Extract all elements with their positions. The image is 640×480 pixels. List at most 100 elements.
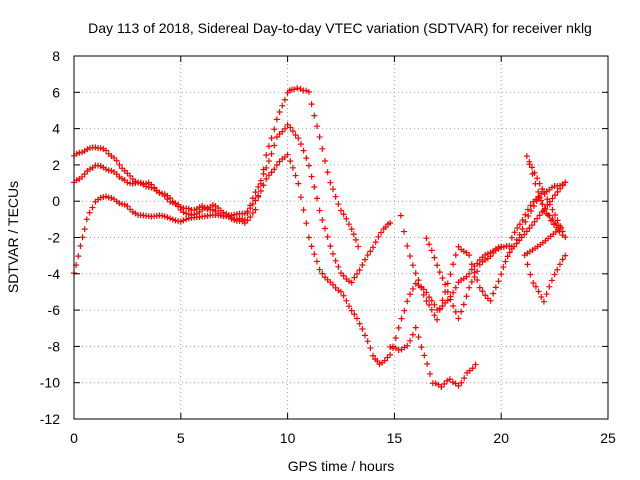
data-point bbox=[300, 206, 307, 213]
data-point bbox=[354, 270, 361, 277]
data-point bbox=[423, 235, 430, 242]
data-point bbox=[439, 297, 446, 304]
data-point bbox=[103, 147, 110, 154]
y-tick-label: -4 bbox=[48, 266, 61, 282]
data-point bbox=[241, 216, 248, 223]
data-point bbox=[159, 212, 166, 219]
data-point bbox=[376, 361, 383, 368]
grid bbox=[74, 56, 608, 419]
data-point bbox=[424, 360, 431, 367]
data-point bbox=[81, 170, 88, 177]
data-point bbox=[482, 292, 489, 299]
data-point bbox=[469, 365, 476, 372]
data-point bbox=[526, 225, 533, 232]
data-point bbox=[548, 277, 555, 284]
data-point bbox=[129, 180, 136, 187]
data-point bbox=[418, 284, 425, 291]
data-point bbox=[327, 243, 334, 250]
data-point bbox=[164, 196, 171, 203]
data-point bbox=[404, 298, 411, 305]
data-point bbox=[348, 279, 355, 286]
data-point bbox=[423, 297, 430, 304]
data-point bbox=[539, 185, 546, 192]
data-point bbox=[338, 288, 344, 295]
x-tick-label: 15 bbox=[387, 430, 403, 446]
data-point bbox=[530, 279, 537, 286]
data-point bbox=[525, 212, 532, 219]
data-point bbox=[295, 135, 302, 142]
data-point bbox=[506, 249, 513, 256]
data-point bbox=[348, 307, 355, 314]
data-point bbox=[549, 206, 556, 213]
y-tick-label: -12 bbox=[40, 411, 60, 427]
data-point bbox=[73, 150, 80, 157]
data-point bbox=[468, 278, 475, 285]
series-track-1 bbox=[71, 85, 362, 250]
data-point bbox=[438, 384, 445, 391]
data-point bbox=[291, 86, 298, 93]
data-point bbox=[279, 128, 286, 135]
data-point bbox=[532, 283, 539, 290]
data-point bbox=[367, 345, 374, 352]
data-point bbox=[490, 250, 497, 257]
data-point bbox=[116, 161, 123, 168]
data-point bbox=[474, 277, 481, 284]
data-point bbox=[97, 194, 104, 201]
data-point bbox=[466, 270, 473, 277]
data-point bbox=[527, 202, 534, 209]
data-point bbox=[511, 229, 518, 236]
data-point bbox=[562, 252, 569, 259]
data-point bbox=[519, 225, 526, 232]
data-point bbox=[455, 382, 462, 389]
data-point bbox=[228, 212, 235, 219]
data-point bbox=[544, 196, 551, 203]
series-track-7 bbox=[508, 153, 569, 305]
data-point bbox=[263, 152, 270, 159]
data-point bbox=[450, 302, 457, 309]
data-point bbox=[535, 188, 542, 195]
data-point bbox=[431, 312, 438, 319]
data-point bbox=[449, 379, 456, 386]
data-point bbox=[287, 124, 294, 131]
data-point bbox=[447, 271, 454, 278]
data-point bbox=[516, 231, 523, 238]
data-point bbox=[532, 180, 539, 187]
data-point bbox=[415, 277, 422, 284]
data-point bbox=[321, 225, 328, 232]
data-point bbox=[458, 308, 465, 315]
data-point bbox=[426, 294, 433, 301]
data-point bbox=[498, 271, 505, 278]
data-point bbox=[127, 172, 134, 179]
data-point bbox=[427, 370, 433, 377]
data-point bbox=[522, 211, 529, 218]
data-point bbox=[311, 251, 318, 258]
data-point bbox=[255, 183, 262, 190]
data-point bbox=[279, 102, 286, 109]
data-point bbox=[351, 274, 358, 281]
data-point bbox=[387, 219, 394, 226]
data-point bbox=[452, 308, 459, 315]
data-point bbox=[487, 297, 494, 304]
data-point bbox=[324, 169, 331, 176]
data-point bbox=[461, 375, 468, 382]
data-point bbox=[350, 231, 357, 238]
data-point bbox=[260, 170, 267, 177]
data-point bbox=[75, 253, 82, 260]
y-tick-label: 0 bbox=[52, 193, 60, 209]
y-axis-label: SDTVAR / TECUs bbox=[5, 181, 21, 293]
data-point bbox=[444, 288, 451, 295]
data-point bbox=[554, 188, 561, 195]
data-point bbox=[196, 204, 203, 211]
data-point bbox=[265, 143, 272, 150]
data-point bbox=[268, 135, 275, 142]
data-point bbox=[392, 334, 399, 341]
data-point bbox=[531, 218, 538, 225]
data-point bbox=[356, 320, 363, 327]
data-point bbox=[252, 206, 259, 213]
x-axis-label: GPS time / hours bbox=[288, 458, 395, 474]
data-point bbox=[348, 226, 355, 233]
data-point bbox=[247, 205, 254, 212]
data-point bbox=[108, 167, 115, 174]
data-point bbox=[534, 175, 541, 182]
